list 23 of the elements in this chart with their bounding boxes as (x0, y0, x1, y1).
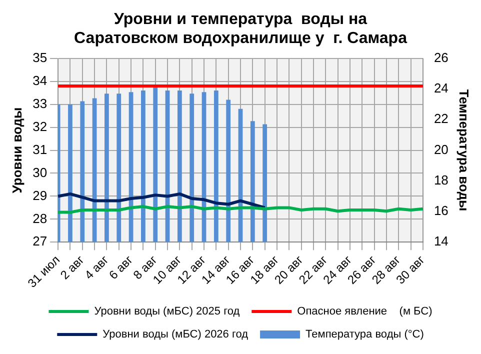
y-tick-label: 32 (32, 118, 48, 134)
legend-label: Опасное явление (м БС) (297, 306, 432, 318)
y2-tick-label: 16 (434, 203, 448, 218)
y-tick-label: 34 (32, 72, 48, 88)
y-tick-label: 31 (32, 142, 48, 157)
y2-tick-label: 24 (434, 80, 448, 96)
y2-axis-title: Температура воды (456, 89, 472, 212)
y-tick-label: 30 (32, 164, 48, 180)
y2-tick-label: 20 (434, 142, 448, 157)
y-tick-label: 28 (32, 210, 48, 226)
y2-tick-label: 14 (434, 234, 448, 249)
legend-label: Уровни воды (мБС) 2026 год (102, 328, 249, 341)
y-tick-label: 35 (32, 50, 48, 65)
y-axis-title: Уровни воды (9, 107, 24, 194)
y2-tick-label: 26 (434, 50, 448, 65)
chart-title: Уровни и температура воды на Саратовском водохранилище у г. Самара (74, 11, 408, 48)
y2-tick-label: 18 (434, 172, 448, 188)
y-tick-label: 27 (32, 234, 48, 249)
y-tick-label: 29 (32, 188, 48, 203)
y-tick-label: 33 (32, 96, 48, 111)
legend-label: Температура воды (°C) (306, 328, 424, 341)
legend-label: Уровни воды (мБС) 2025 год (94, 306, 240, 318)
y2-tick-label: 22 (434, 111, 448, 126)
